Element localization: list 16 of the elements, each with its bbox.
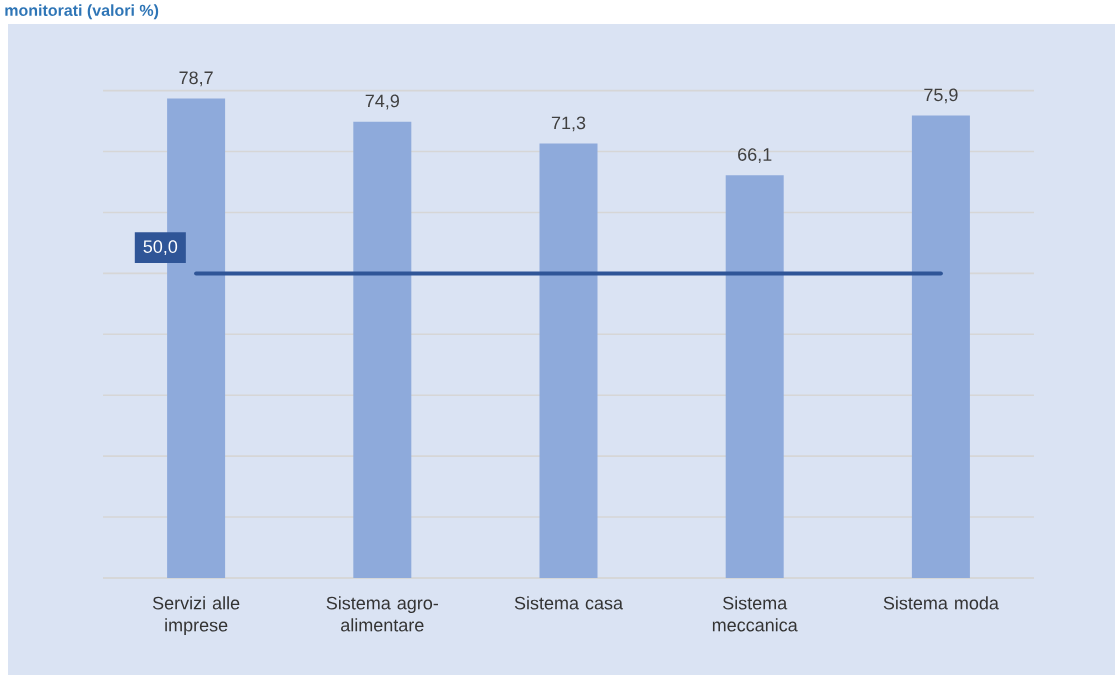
x-tick-label: Sistema moda xyxy=(883,596,999,610)
bar xyxy=(911,115,970,578)
data-label: 74,9 xyxy=(365,94,399,110)
x-tick-label: Sistema casa xyxy=(514,596,624,610)
chart-title: monitorati (valori %) xyxy=(5,4,159,20)
bar xyxy=(353,121,412,578)
x-tick-label: Servizi alle imprese xyxy=(152,596,240,636)
x-tick-label: Sistema meccanica xyxy=(712,596,798,632)
data-label: 71,3 xyxy=(551,116,586,132)
data-label: 78,7 xyxy=(179,71,213,87)
data-label: 75,9 xyxy=(924,88,958,104)
x-tick-label: Sistema agro-alimentare xyxy=(326,596,438,632)
ref-line-label: 50,0 xyxy=(143,240,178,256)
bar xyxy=(539,143,598,578)
data-label: 66,1 xyxy=(738,148,772,164)
bar xyxy=(725,175,784,578)
